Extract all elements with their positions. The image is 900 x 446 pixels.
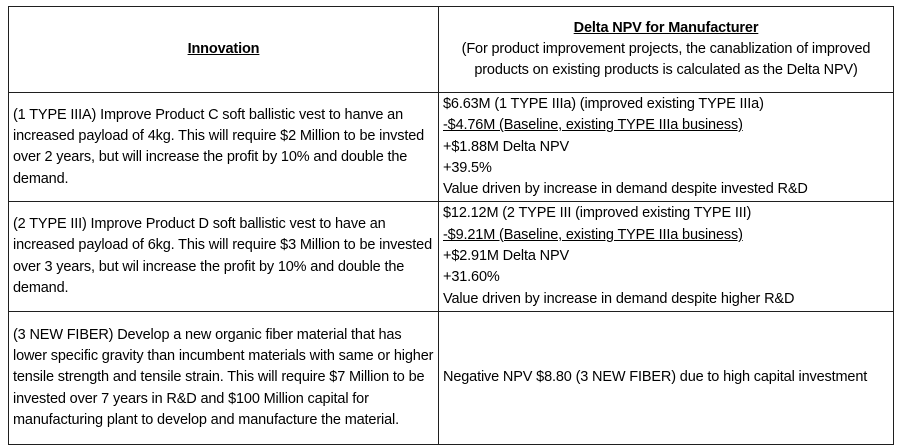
npv-line: -$4.76M (Baseline, existing TYPE IIIa bu… xyxy=(443,117,743,134)
npv-line: $6.63M (1 TYPE IIIa) (improved existing … xyxy=(443,96,764,112)
innovation-text: (3 NEW FIBER) Develop a new organic fibe… xyxy=(13,326,434,428)
innovation-npv-table: Innovation Delta NPV for Manufacturer (F… xyxy=(8,6,894,445)
innovation-column-header: Innovation xyxy=(187,40,260,57)
table-row: (2 TYPE III) Improve Product D soft ball… xyxy=(8,201,894,312)
table-header-row: Innovation Delta NPV for Manufacturer (F… xyxy=(8,6,894,93)
npv-line: Negative NPV $8.80 (3 NEW FIBER) due to … xyxy=(443,369,868,386)
npv-cell-1: $6.63M (1 TYPE IIIa) (improved existing … xyxy=(438,91,894,203)
npv-line: Value driven by increase in demand despi… xyxy=(443,290,795,307)
npv-line: Value driven by increase in demand despi… xyxy=(443,181,808,198)
npv-line: +$1.88M Delta NPV xyxy=(443,138,570,155)
table-row: (3 NEW FIBER) Develop a new organic fibe… xyxy=(8,310,894,445)
npv-column-header: Delta NPV for Manufacturer xyxy=(573,19,759,36)
npv-line: $12.12M (2 TYPE III (improved existing T… xyxy=(443,205,752,222)
npv-column-subheader: (For product improvement projects, the c… xyxy=(461,40,871,79)
header-cell-innovation: Innovation xyxy=(8,6,439,93)
innovation-text: (1 TYPE IIIA) Improve Product C soft bal… xyxy=(13,106,425,187)
npv-line: -$9.21M (Baseline, existing TYPE IIIa bu… xyxy=(443,226,743,243)
innovation-cell-1: (1 TYPE IIIA) Improve Product C soft bal… xyxy=(8,91,439,203)
npv-cell-2: $12.12M (2 TYPE III (improved existing T… xyxy=(438,201,894,312)
npv-line: +39.5% xyxy=(443,159,492,176)
innovation-cell-3: (3 NEW FIBER) Develop a new organic fibe… xyxy=(8,310,439,445)
npv-line: +$2.91M Delta NPV xyxy=(443,248,570,265)
npv-cell-3: Negative NPV $8.80 (3 NEW FIBER) due to … xyxy=(438,310,894,445)
header-cell-npv: Delta NPV for Manufacturer (For product … xyxy=(438,6,894,93)
table-row: (1 TYPE IIIA) Improve Product C soft bal… xyxy=(8,91,894,203)
npv-line: +31.60% xyxy=(443,269,500,286)
innovation-cell-2: (2 TYPE III) Improve Product D soft ball… xyxy=(8,201,439,312)
innovation-text: (2 TYPE III) Improve Product D soft ball… xyxy=(13,216,432,297)
